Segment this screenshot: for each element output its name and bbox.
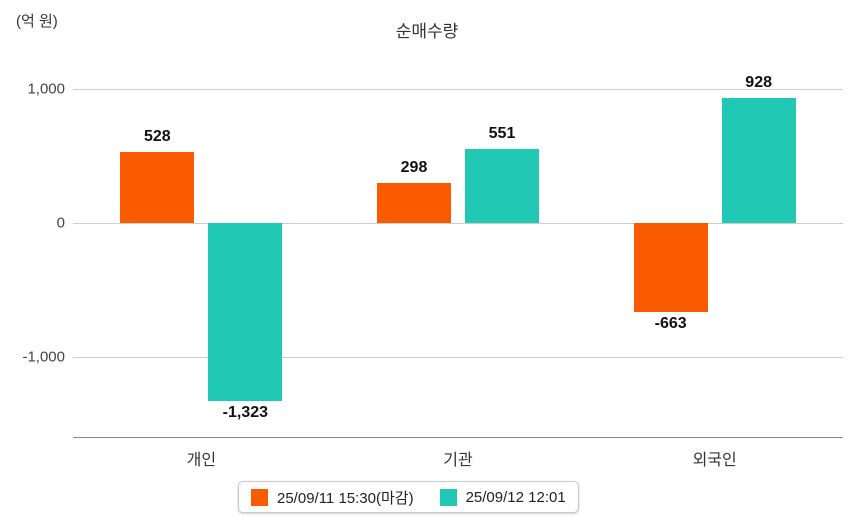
x-axis-category-label: 개인	[186, 452, 217, 469]
legend-swatch-icon	[439, 488, 457, 506]
gridline	[73, 88, 843, 90]
gridline	[73, 222, 843, 224]
bar-value-label: 298	[400, 158, 428, 176]
x-axis-category-label: 외국인	[692, 452, 737, 469]
y-axis-unit-label: (억 원)	[16, 13, 58, 30]
bar-value-label: 928	[745, 74, 773, 92]
bar-value-label: -1,323	[222, 403, 269, 421]
bar[interactable]	[465, 148, 539, 223]
bar-value-label: 551	[488, 124, 516, 142]
legend-item-label: 25/09/11 15:30(마감)	[277, 489, 414, 507]
gridline	[73, 357, 843, 359]
y-axis-tick-label: -1,000	[22, 348, 65, 366]
bar[interactable]	[208, 222, 283, 401]
legend-item-label: 25/09/12 12:01	[465, 488, 566, 506]
y-axis-tick-label: 0	[56, 214, 65, 232]
bar[interactable]	[120, 152, 195, 223]
bar[interactable]	[633, 222, 708, 313]
legend-item[interactable]: 25/09/12 12:01	[439, 488, 566, 506]
bar-value-label: 528	[143, 128, 171, 146]
legend-item[interactable]: 25/09/11 15:30(마감)	[251, 487, 414, 508]
y-axis-tick-label: 1,000	[27, 80, 65, 98]
bar[interactable]	[377, 182, 451, 223]
x-axis-line	[73, 437, 843, 438]
chart-legend: 25/09/11 15:30(마감) 25/09/12 12:01	[238, 481, 579, 513]
plot-area: 528 -1,323 298 551 -663 928	[73, 55, 843, 438]
x-axis-category-label: 기관	[443, 452, 473, 469]
bar[interactable]	[721, 98, 796, 223]
chart-title: 순매수량	[395, 22, 459, 41]
legend-swatch-icon	[251, 488, 268, 506]
bar-value-label: -663	[654, 315, 687, 333]
